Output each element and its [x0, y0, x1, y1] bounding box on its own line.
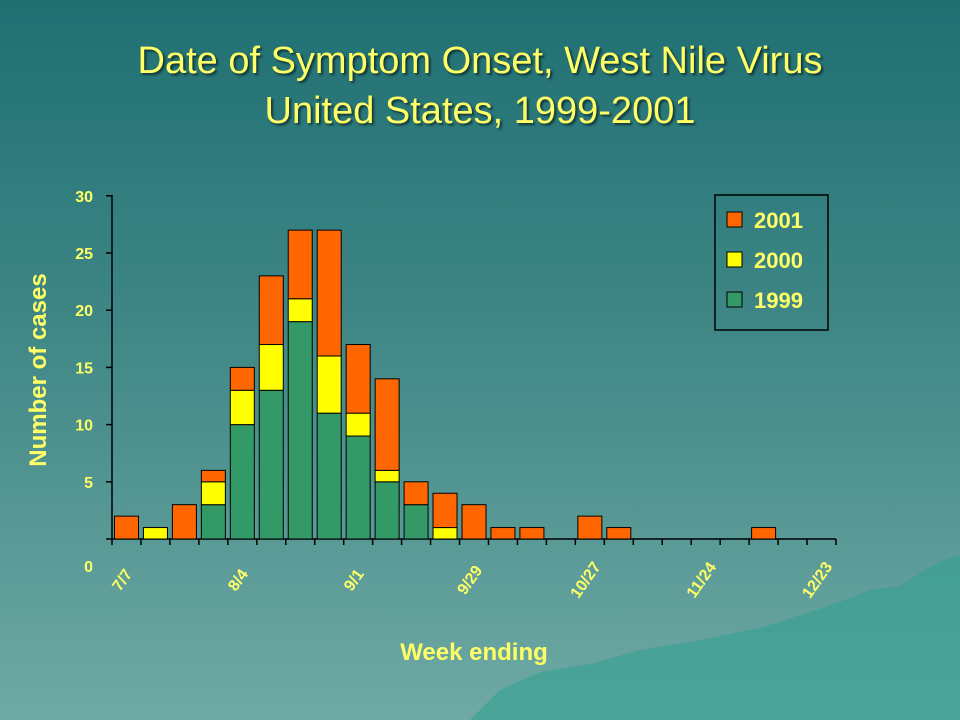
- bar-1999-8/4: [229, 424, 255, 540]
- bar-1999-8/25: [316, 412, 342, 540]
- y-tick-label: 20: [75, 303, 93, 320]
- x-tick-label: 11/24: [684, 559, 720, 601]
- bar-2000-7/14: [142, 527, 168, 540]
- legend-swatch-2001: [726, 211, 743, 228]
- y-tick-label: 0: [84, 559, 93, 576]
- legend-label-2001: 2001: [754, 208, 803, 233]
- bar-1999-7/28: [200, 504, 226, 540]
- bar-2001-8/25: [316, 229, 342, 357]
- bar-2001-9/29: [461, 504, 487, 540]
- bar-2001-11/3: [606, 527, 632, 540]
- legend: 2001 2000 1999: [714, 194, 829, 331]
- legend-box: [714, 194, 829, 331]
- ticks-group: 0 5 10 15 20 25 30 7/7 8/4 9/1 9/29 10/27 11/24 12/23: [75, 189, 837, 602]
- bar-2000-8/25: [316, 355, 342, 414]
- bar-2001-7/28: [200, 469, 226, 483]
- x-tick-label: 12/23: [799, 559, 836, 602]
- bar-2001-9/15: [403, 481, 429, 506]
- x-axis-title: Week ending: [400, 639, 548, 666]
- bar-2001-9/22: [432, 492, 458, 529]
- bar-2001-10/13: [519, 527, 545, 540]
- bar-2000-8/18: [287, 298, 313, 323]
- bar-1999-9/15: [403, 504, 429, 540]
- mountain-decoration: [470, 555, 960, 720]
- y-tick-label: 5: [84, 475, 93, 492]
- y-tick-label: 15: [75, 360, 93, 377]
- bar-2001-9/8: [374, 378, 400, 471]
- y-axis-title: Number of cases: [25, 273, 52, 466]
- bar-2001-10/27: [577, 515, 603, 540]
- y-tick-label: 30: [75, 189, 93, 206]
- x-tick-label: 8/4: [225, 566, 252, 594]
- bar-1999-8/11: [258, 389, 284, 540]
- legend-swatch-2000: [726, 251, 743, 268]
- bar-2001-9/1: [345, 344, 371, 414]
- legend-label-1999: 1999: [754, 288, 803, 313]
- bar-2000-8/4: [229, 389, 255, 426]
- title-line-2: United States, 1999-2001: [264, 90, 696, 132]
- y-tick-label: 25: [75, 246, 93, 263]
- bar-2000-8/11: [258, 344, 284, 391]
- bar-1999-9/1: [345, 435, 371, 540]
- bar-1999-8/18: [287, 321, 313, 540]
- y-tick-label: 10: [75, 418, 93, 435]
- bar-2001-8/11: [258, 275, 284, 346]
- slide-title: Date of Symptom Onset, West Nile Virus U…: [0, 36, 960, 136]
- bar-2000-9/1: [345, 412, 371, 437]
- bar-2001-7/21: [171, 504, 197, 540]
- bar-2001-8/4: [229, 366, 255, 391]
- bar-2001-7/7: [113, 515, 139, 540]
- bar-2000-7/28: [200, 481, 226, 506]
- legend-label-2000: 2000: [754, 248, 803, 273]
- bar-2001-10/6: [490, 527, 516, 540]
- bar-2000-9/22: [432, 527, 458, 540]
- bar-2000-9/8: [374, 469, 400, 483]
- bar-1999-9/8: [374, 481, 400, 540]
- x-tick-label: 9/29: [454, 563, 486, 598]
- x-tick-label: 9/1: [341, 566, 368, 594]
- bar-2001-8/18: [287, 229, 313, 300]
- legend-swatch-1999: [726, 291, 743, 308]
- x-tick-label: 7/7: [109, 566, 136, 594]
- title-line-1: Date of Symptom Onset, West Nile Virus: [137, 40, 823, 82]
- x-tick-label: 10/27: [568, 559, 605, 602]
- bars-group: [113, 229, 777, 540]
- bar-2001-12/8: [751, 527, 777, 540]
